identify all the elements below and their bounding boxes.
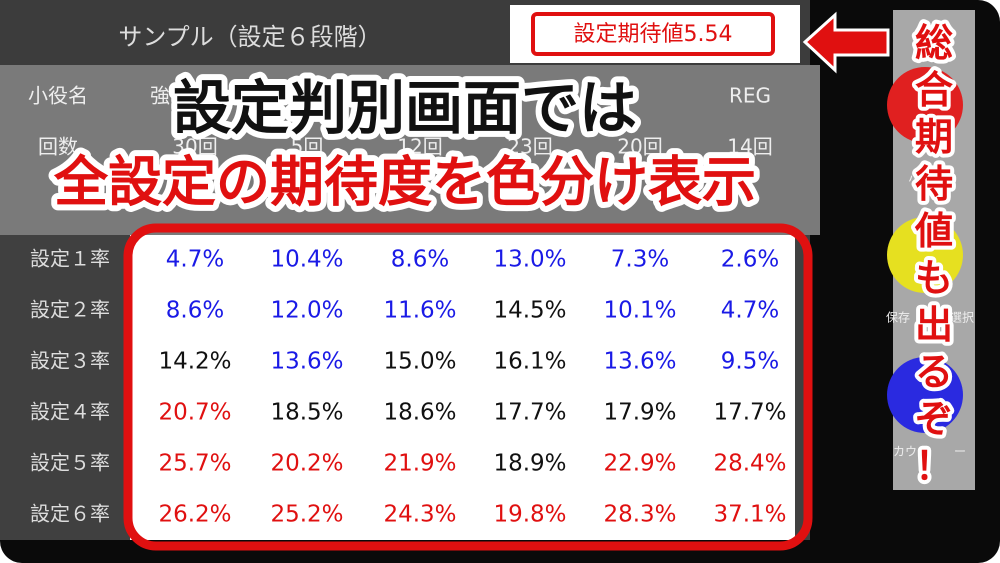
cell: 26.2% <box>158 502 231 528</box>
cell: 4.7% <box>166 247 224 273</box>
button-label: ー <box>954 445 966 459</box>
cell: 10.1% <box>603 298 676 324</box>
table-body <box>130 235 795 540</box>
cell: 18.9% <box>493 451 566 477</box>
overlay-line1: 設定判別画面では <box>173 74 637 142</box>
button-red[interactable] <box>887 67 963 143</box>
cell: 20.2% <box>270 451 343 477</box>
count: 23回 <box>507 135 552 159</box>
button-label: 選択 <box>950 311 974 325</box>
cell: 10.4% <box>270 247 343 273</box>
cell: 21.9% <box>383 451 456 477</box>
button-label: 小 <box>908 173 921 188</box>
cell: 24.3% <box>383 502 456 528</box>
header-area <box>0 65 820 235</box>
button-yellow[interactable] <box>887 217 963 293</box>
count: 20回 <box>617 135 662 159</box>
count-label: 回数 <box>38 135 78 159</box>
col-name: 強 <box>150 84 170 108</box>
cell: 14.5% <box>493 298 566 324</box>
button-blue[interactable] <box>887 357 963 433</box>
row-label: 設定５率 <box>30 451 110 475</box>
cell: 37.1% <box>713 502 786 528</box>
cell: 13.0% <box>493 247 566 273</box>
row-label: 設定４率 <box>30 400 110 424</box>
side-caption: 総合期待値も出るぞ！ <box>914 21 953 488</box>
row-label: 設定３率 <box>30 349 110 373</box>
cell: 8.6% <box>391 247 449 273</box>
cell: 4.7% <box>721 298 779 324</box>
cell: 25.7% <box>158 451 231 477</box>
cell: 28.3% <box>603 502 676 528</box>
cell: 17.9% <box>603 400 676 426</box>
cell: 13.6% <box>270 349 343 375</box>
row-label: 設定２率 <box>30 298 110 322</box>
button-label: カウ <box>893 445 917 459</box>
cell: 19.8% <box>493 502 566 528</box>
cell: 20.7% <box>158 400 231 426</box>
count: 30回 <box>172 135 217 159</box>
cell: 25.2% <box>270 502 343 528</box>
row-label: 設定１率 <box>30 247 110 271</box>
highlight-border <box>123 223 813 551</box>
title: サンプル（設定６段階） <box>118 23 381 51</box>
count: 12回 <box>397 135 442 159</box>
cell: 18.5% <box>270 400 343 426</box>
cell: 12.0% <box>270 298 343 324</box>
overlay-line2: 全設定の期待度を色分け表示 <box>53 151 756 214</box>
cell: 28.4% <box>713 451 786 477</box>
cell: 9.5% <box>721 349 779 375</box>
count: 5回 <box>291 135 324 159</box>
cell: 17.7% <box>713 400 786 426</box>
cell: 16.1% <box>493 349 566 375</box>
cell: 15.0% <box>383 349 456 375</box>
cell: 8.6% <box>166 298 224 324</box>
cell: 7.3% <box>611 247 669 273</box>
cell: 11.6% <box>383 298 456 324</box>
cell: 18.6% <box>383 400 456 426</box>
arrow <box>802 11 890 74</box>
button-label: 保存 <box>886 311 910 325</box>
expected-border <box>531 12 775 56</box>
cell: 13.6% <box>603 349 676 375</box>
col-label: 小役名 <box>28 84 88 108</box>
count: 14回 <box>727 135 772 159</box>
cell: 2.6% <box>721 247 779 273</box>
cell: 22.9% <box>603 451 676 477</box>
cell: 14.2% <box>158 349 231 375</box>
cell: 17.7% <box>493 400 566 426</box>
row-label: 設定６率 <box>30 502 110 526</box>
col-name: REG <box>729 84 771 108</box>
expected-value: 設定期待値5.54 <box>574 22 733 47</box>
